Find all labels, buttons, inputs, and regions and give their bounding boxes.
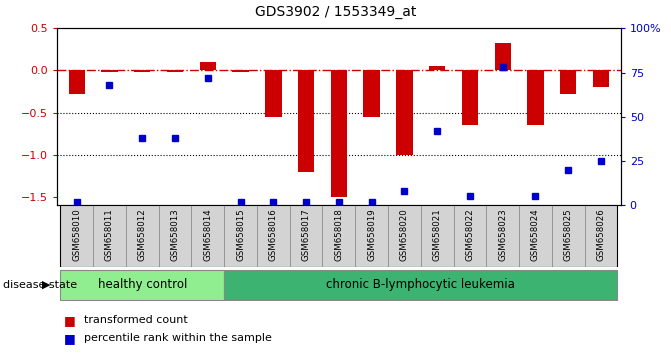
Text: GSM658014: GSM658014 xyxy=(203,209,212,261)
Text: GSM658016: GSM658016 xyxy=(269,209,278,261)
Text: ■: ■ xyxy=(64,332,76,344)
Bar xyxy=(462,70,478,125)
Bar xyxy=(224,270,617,300)
Text: GSM658010: GSM658010 xyxy=(72,209,81,261)
Bar xyxy=(552,205,584,267)
Text: GSM658020: GSM658020 xyxy=(400,209,409,261)
Bar xyxy=(60,270,224,300)
Text: GSM658024: GSM658024 xyxy=(531,209,540,261)
Bar xyxy=(495,44,511,70)
Text: ▶: ▶ xyxy=(42,280,50,290)
Bar xyxy=(429,66,446,70)
Bar xyxy=(355,205,388,267)
Bar xyxy=(486,205,519,267)
Bar xyxy=(560,70,576,94)
Bar xyxy=(224,205,257,267)
Bar xyxy=(101,70,117,72)
Text: GDS3902 / 1553349_at: GDS3902 / 1553349_at xyxy=(255,5,416,19)
Bar xyxy=(364,70,380,117)
Text: percentile rank within the sample: percentile rank within the sample xyxy=(84,333,272,343)
Text: GSM658017: GSM658017 xyxy=(301,209,311,261)
Bar xyxy=(93,205,126,267)
Bar xyxy=(167,70,183,72)
Bar xyxy=(584,205,617,267)
Bar xyxy=(527,70,544,125)
Bar xyxy=(290,205,323,267)
Bar xyxy=(232,70,249,72)
Bar xyxy=(199,62,216,70)
Bar xyxy=(191,205,224,267)
Text: GSM658021: GSM658021 xyxy=(433,209,442,261)
Bar xyxy=(421,205,454,267)
Text: GSM658011: GSM658011 xyxy=(105,209,114,261)
Bar xyxy=(265,70,282,117)
Text: GSM658015: GSM658015 xyxy=(236,209,245,261)
Bar xyxy=(388,205,421,267)
Bar xyxy=(331,70,347,197)
Text: GSM658019: GSM658019 xyxy=(367,209,376,261)
Bar xyxy=(323,205,355,267)
Bar xyxy=(298,70,314,172)
Bar xyxy=(158,205,191,267)
Bar xyxy=(60,205,93,267)
Bar xyxy=(519,205,552,267)
Text: GSM658022: GSM658022 xyxy=(466,209,474,261)
Text: GSM658013: GSM658013 xyxy=(170,209,180,261)
Bar xyxy=(454,205,486,267)
Text: GSM658023: GSM658023 xyxy=(498,209,507,261)
Bar xyxy=(592,70,609,87)
Bar xyxy=(396,70,413,155)
Bar xyxy=(126,205,158,267)
Text: GSM658012: GSM658012 xyxy=(138,209,147,261)
Text: GSM658026: GSM658026 xyxy=(597,209,605,261)
Bar xyxy=(68,70,85,94)
Text: healthy control: healthy control xyxy=(97,279,187,291)
Text: chronic B-lymphocytic leukemia: chronic B-lymphocytic leukemia xyxy=(326,279,515,291)
Text: disease state: disease state xyxy=(3,280,77,290)
Text: ■: ■ xyxy=(64,314,76,327)
Bar xyxy=(257,205,290,267)
Text: transformed count: transformed count xyxy=(84,315,188,325)
Bar xyxy=(134,70,150,72)
Text: GSM658018: GSM658018 xyxy=(334,209,344,261)
Text: GSM658025: GSM658025 xyxy=(564,209,573,261)
